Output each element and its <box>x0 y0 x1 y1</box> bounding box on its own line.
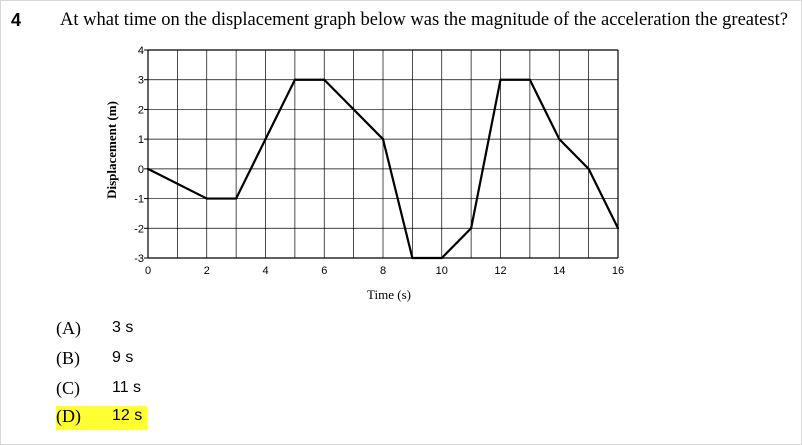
x-tick-label: 16 <box>612 265 624 277</box>
data-point <box>558 138 560 140</box>
x-tick-label: 8 <box>380 265 386 277</box>
x-tick-label: 14 <box>553 265 565 277</box>
y-axis-label: Displacement (m) <box>104 101 119 199</box>
data-point <box>470 227 472 229</box>
y-tick-label: -1 <box>134 194 144 206</box>
choice-answer: 3 s <box>112 319 133 337</box>
y-tick-label: 0 <box>138 164 144 176</box>
data-point <box>323 79 325 81</box>
data-point <box>441 257 443 259</box>
x-tick-label: 2 <box>204 265 210 277</box>
y-tick-label: -2 <box>134 223 144 235</box>
choice-answer: 11 s <box>112 379 141 397</box>
y-tick-label: 1 <box>138 134 144 146</box>
data-point <box>588 168 590 170</box>
choice-letter: (A) <box>56 318 81 339</box>
x-tick-label: 6 <box>321 265 327 277</box>
y-tick-label: 2 <box>138 104 144 116</box>
choice-letter: (C) <box>56 378 80 399</box>
x-tick-label: 4 <box>262 265 268 277</box>
data-point <box>499 79 501 81</box>
data-point <box>382 138 384 140</box>
y-tick-label: -3 <box>134 253 144 265</box>
data-point <box>235 197 237 199</box>
data-point <box>264 138 266 140</box>
data-point <box>617 227 619 229</box>
x-tick-label: 0 <box>145 265 151 277</box>
choice-letter: (D) <box>56 406 81 427</box>
choice-d[interactable]: (D) 12 s <box>56 406 147 430</box>
data-point <box>411 257 413 259</box>
data-point <box>206 197 208 199</box>
data-point <box>147 168 149 170</box>
choice-answer: 12 s <box>112 407 142 425</box>
y-tick-label: 3 <box>138 75 144 87</box>
data-point <box>529 79 531 81</box>
choice-answer: 9 s <box>112 349 133 367</box>
x-tick-label: 12 <box>494 265 506 277</box>
data-point <box>294 79 296 81</box>
choice-letter: (B) <box>56 348 80 369</box>
x-axis-label: Time (s) <box>367 287 411 302</box>
x-tick-label: 10 <box>436 265 448 277</box>
y-tick-label: 4 <box>138 45 144 57</box>
